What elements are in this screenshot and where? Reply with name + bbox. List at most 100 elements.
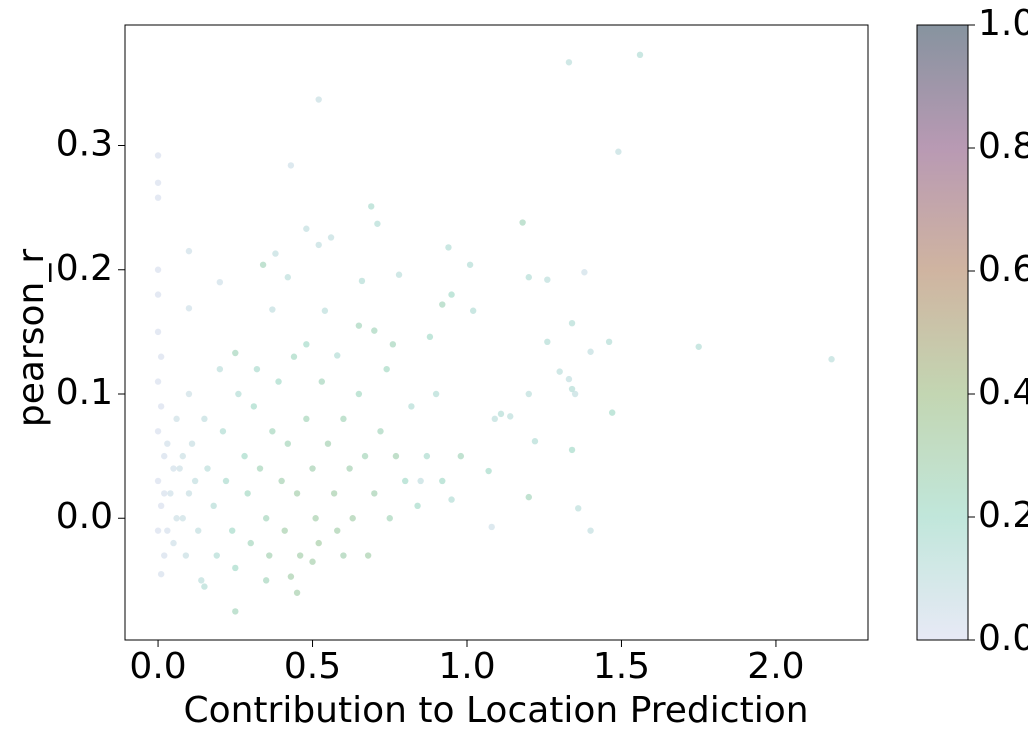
point bbox=[568, 319, 576, 327]
point bbox=[247, 539, 254, 547]
point bbox=[250, 403, 258, 410]
point bbox=[318, 378, 325, 385]
point bbox=[284, 274, 292, 281]
point bbox=[315, 539, 322, 547]
point bbox=[293, 490, 301, 497]
point bbox=[157, 353, 165, 360]
point bbox=[170, 465, 177, 472]
point bbox=[262, 577, 270, 584]
point bbox=[828, 356, 835, 363]
point bbox=[154, 428, 162, 435]
point bbox=[525, 274, 532, 281]
point bbox=[358, 277, 366, 285]
point bbox=[185, 390, 193, 398]
point bbox=[491, 415, 499, 423]
point bbox=[395, 271, 403, 278]
point bbox=[188, 440, 196, 447]
point bbox=[408, 403, 415, 410]
point bbox=[284, 440, 292, 447]
point bbox=[154, 527, 162, 534]
point bbox=[334, 352, 341, 359]
point bbox=[154, 152, 162, 159]
point bbox=[259, 261, 267, 268]
point bbox=[309, 465, 316, 472]
point bbox=[565, 59, 573, 66]
point bbox=[157, 403, 165, 410]
point bbox=[383, 365, 390, 373]
point bbox=[636, 51, 644, 59]
point bbox=[278, 477, 285, 485]
point bbox=[266, 552, 273, 559]
point bbox=[269, 428, 276, 435]
point bbox=[368, 203, 375, 210]
y-tick-label: 0.0 bbox=[56, 496, 113, 537]
point bbox=[154, 477, 162, 485]
point bbox=[179, 452, 186, 460]
point bbox=[392, 452, 400, 460]
point bbox=[161, 552, 168, 559]
plot-frame bbox=[124, 24, 869, 641]
point bbox=[185, 490, 193, 497]
point bbox=[414, 502, 421, 510]
point bbox=[232, 349, 239, 357]
point bbox=[432, 390, 440, 398]
point bbox=[216, 365, 224, 373]
point bbox=[179, 515, 186, 522]
point bbox=[195, 527, 202, 534]
point bbox=[312, 515, 319, 522]
point bbox=[565, 375, 573, 383]
point bbox=[587, 348, 594, 355]
point bbox=[269, 306, 276, 313]
point bbox=[303, 225, 310, 232]
point bbox=[330, 490, 338, 497]
point bbox=[185, 305, 193, 312]
point bbox=[296, 552, 304, 559]
point bbox=[154, 179, 162, 186]
point bbox=[176, 465, 183, 472]
point bbox=[556, 368, 563, 375]
point bbox=[229, 527, 236, 534]
point bbox=[315, 241, 322, 249]
point bbox=[315, 96, 322, 103]
point bbox=[544, 338, 551, 346]
point bbox=[525, 390, 532, 398]
point bbox=[695, 343, 702, 350]
point bbox=[605, 338, 613, 346]
point bbox=[519, 219, 526, 226]
point bbox=[402, 477, 409, 485]
point bbox=[371, 327, 378, 334]
point bbox=[213, 552, 220, 559]
point bbox=[235, 390, 242, 398]
point bbox=[439, 477, 446, 485]
point bbox=[157, 570, 165, 578]
x-tick-label: 2.0 bbox=[747, 646, 804, 687]
point bbox=[154, 378, 162, 385]
point bbox=[154, 266, 162, 273]
point bbox=[469, 307, 477, 314]
point bbox=[290, 353, 298, 360]
point bbox=[244, 490, 251, 497]
x-tick-label: 0.0 bbox=[129, 646, 186, 687]
point bbox=[182, 552, 190, 559]
point bbox=[170, 539, 177, 547]
point bbox=[417, 477, 424, 485]
point bbox=[253, 365, 261, 373]
point bbox=[568, 446, 576, 454]
point bbox=[241, 452, 248, 460]
point bbox=[334, 527, 341, 534]
point bbox=[340, 552, 347, 559]
point bbox=[423, 452, 431, 460]
point bbox=[164, 440, 171, 447]
point bbox=[377, 428, 384, 435]
point bbox=[531, 438, 539, 445]
point bbox=[198, 577, 205, 584]
point bbox=[448, 496, 455, 503]
point bbox=[615, 148, 622, 155]
y-tick-label: 0.1 bbox=[56, 372, 113, 413]
point bbox=[154, 291, 162, 298]
point bbox=[173, 515, 180, 522]
point bbox=[303, 415, 310, 423]
point bbox=[281, 527, 288, 534]
point bbox=[497, 410, 505, 418]
point bbox=[204, 465, 211, 472]
